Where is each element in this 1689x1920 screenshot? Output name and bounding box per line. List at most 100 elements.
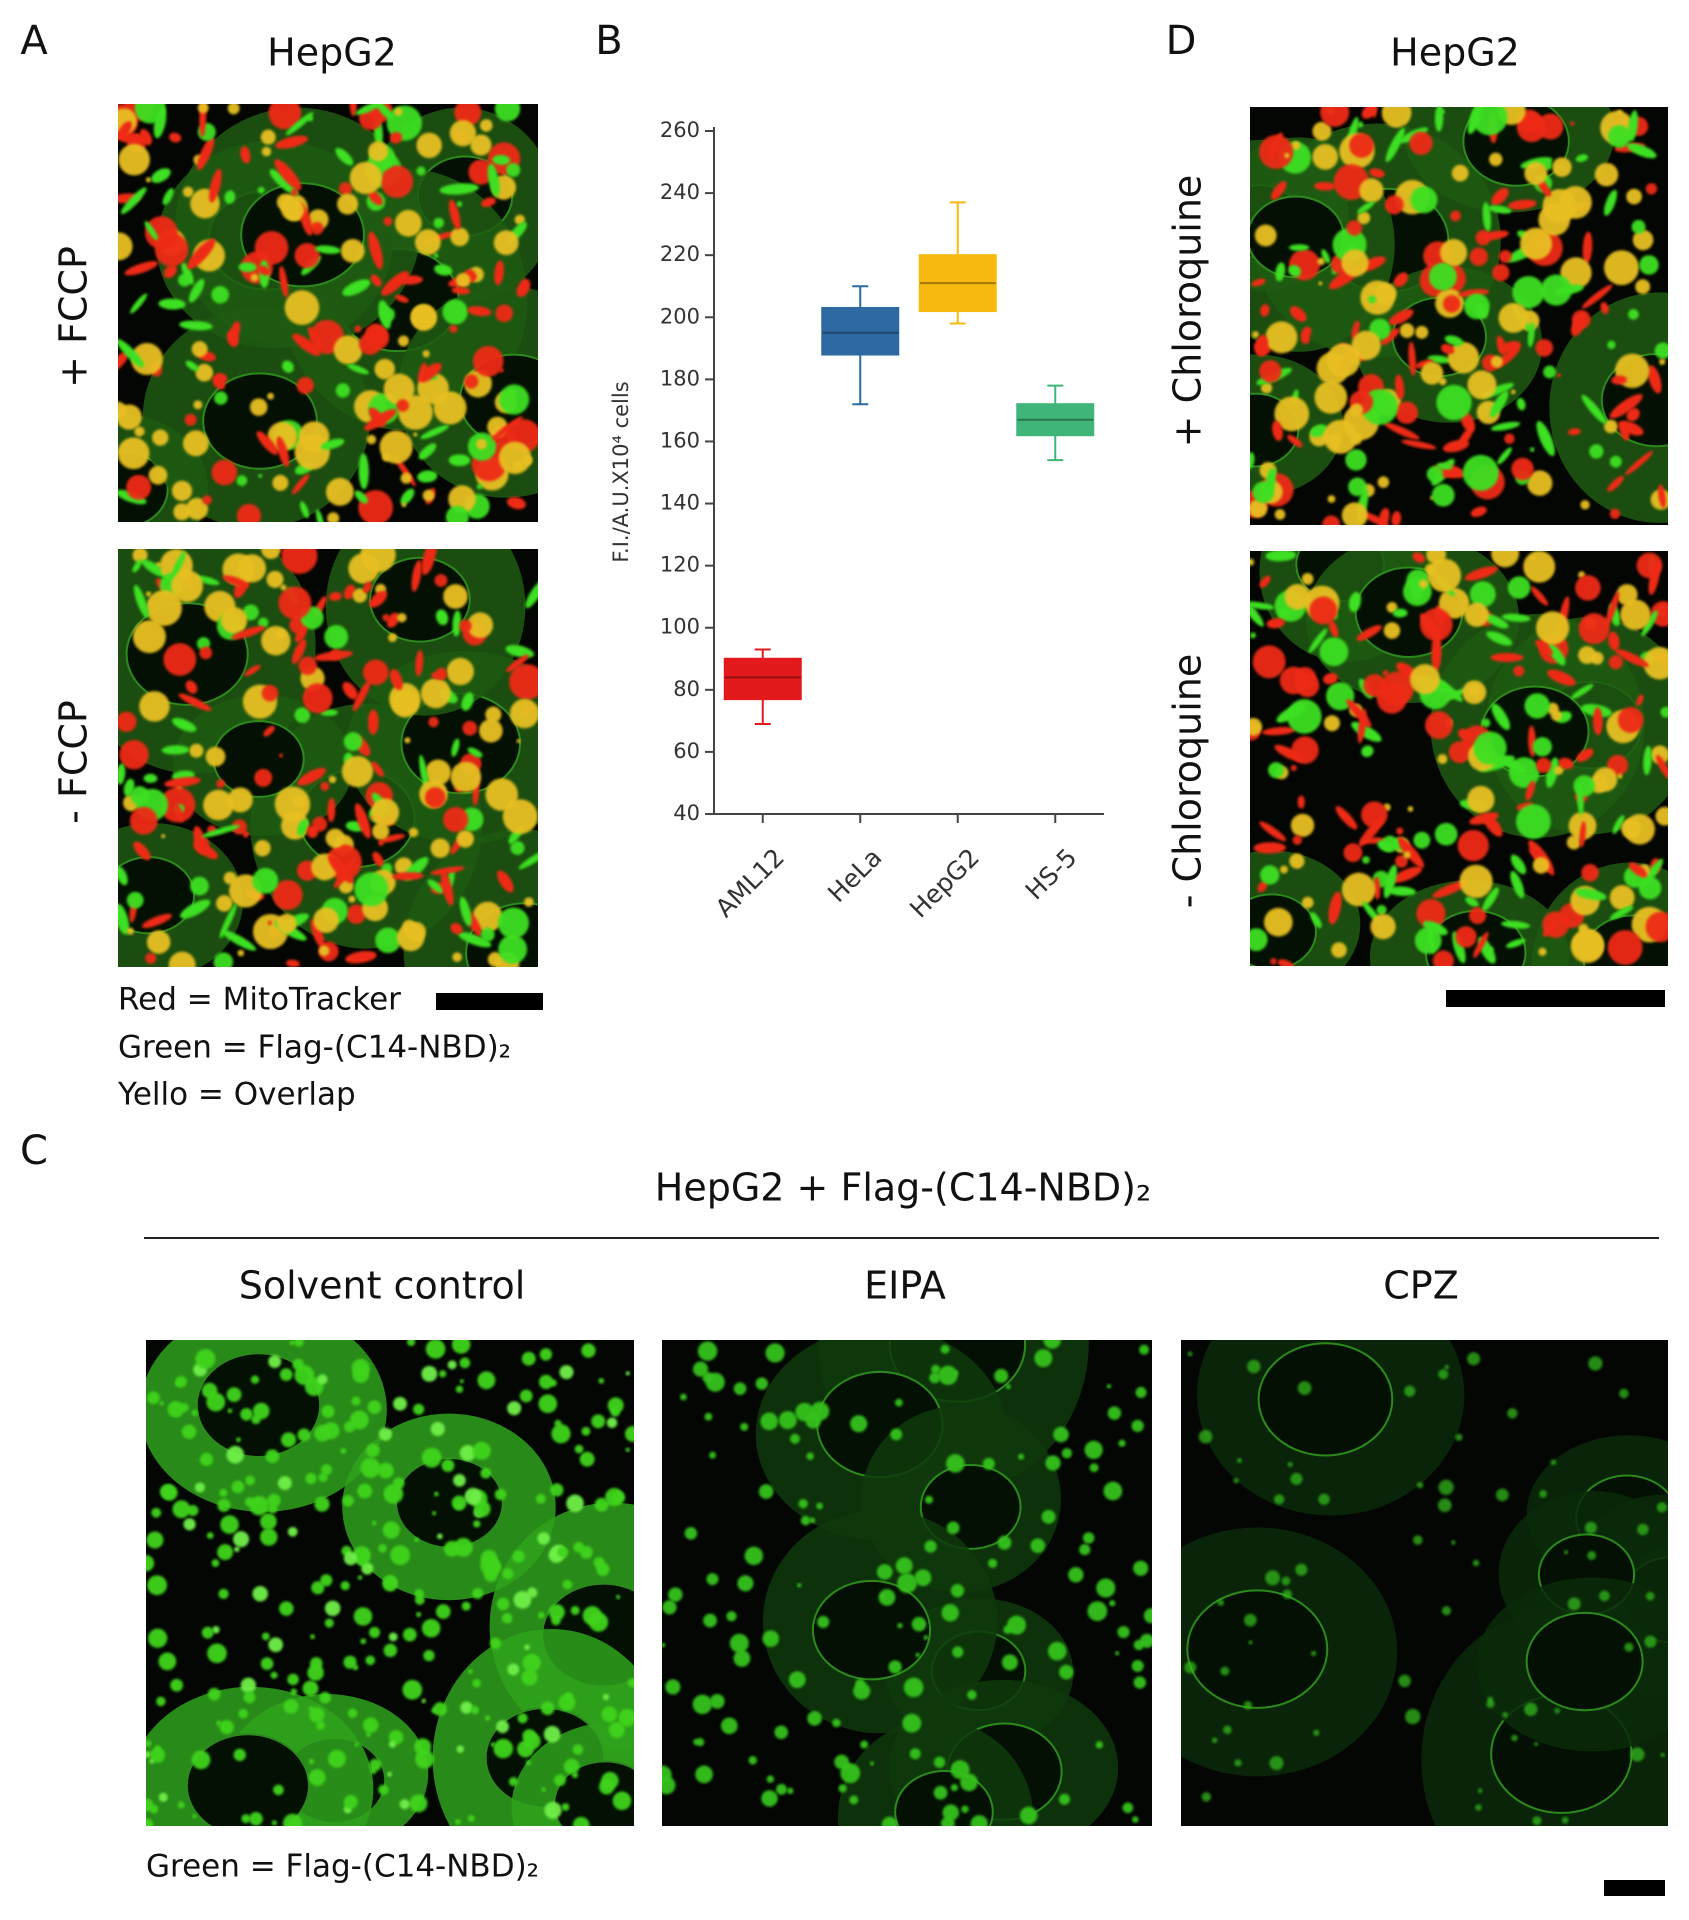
vesicle [207,1687,221,1701]
organelle [1380,328,1400,345]
y-tick-label: 200 [660,304,700,328]
vesicle [923,1635,929,1640]
vesicle [1265,321,1298,354]
vesicle [1455,926,1477,948]
organelle [451,286,471,295]
organelle [1300,326,1312,341]
vesicle [1096,1578,1116,1598]
organelle [275,135,309,149]
organelle [370,274,382,287]
vesicle [145,952,157,964]
vesicle [1133,1676,1147,1689]
vesicle [1609,455,1622,468]
vesicle [119,739,149,770]
vesicle [1034,1349,1053,1368]
organelle [516,278,531,298]
vesicle [1217,1599,1225,1606]
vesicle [148,465,168,485]
vesicle [942,1804,959,1821]
vesicle [1469,907,1487,925]
vesicle [1645,1592,1655,1601]
organelle [118,763,126,785]
vesicle [513,1590,532,1609]
vesicle [118,404,142,430]
organelle [1373,876,1381,900]
vesicle [1250,499,1268,518]
vesicle [284,200,305,220]
vesicle [1415,325,1429,339]
vesicle [197,104,209,114]
vesicle [280,584,287,591]
vesicle [1495,1488,1509,1502]
organelle [118,351,129,372]
vesicle [1554,1707,1560,1714]
vesicle [199,646,213,660]
organelle [1607,475,1624,492]
organelle [279,265,289,298]
organelle [368,231,383,270]
vesicle [1252,645,1286,679]
vesicle [1198,1429,1213,1444]
vesicle [343,732,363,751]
vesicle [1301,896,1314,909]
nucleus [1525,1611,1644,1712]
vesicle [1455,1433,1463,1441]
vesicle [1351,330,1381,361]
vesicle [145,177,152,183]
vesicle [1420,361,1444,385]
vesicle [869,1761,874,1766]
organelle [398,275,423,285]
vesicle [762,1630,780,1647]
organelle [1356,625,1382,641]
organelle [1392,608,1408,618]
micrograph [1181,1340,1668,1826]
vesicle [1259,134,1294,169]
organelle [1469,812,1499,825]
organelle [1408,341,1416,376]
organelle [118,903,130,935]
organelle [1419,613,1442,640]
panel-title: HepG2 [1390,31,1520,75]
organelle [1272,420,1283,441]
vesicle [1439,239,1468,267]
organelle [420,424,449,440]
vesicle [252,867,279,894]
vesicle [410,304,436,330]
vesicle [692,1694,713,1715]
organelle [151,168,171,183]
vesicle [1281,1576,1291,1586]
vesicle [1270,957,1277,965]
vesicle [1636,552,1663,579]
vesicle [1413,831,1431,849]
vesicle [450,227,470,247]
vesicle [146,1740,152,1747]
vesicle [394,107,403,116]
vesicle [329,649,342,661]
vesicle [1532,857,1550,874]
vesicle [1632,229,1654,251]
organelle [369,590,388,608]
vesicle [206,1392,226,1412]
vesicle [755,1377,769,1390]
vesicle [383,1483,404,1504]
vesicle [270,1671,278,1679]
vesicle [287,1673,299,1686]
vesicle [467,612,494,639]
vesicle [709,1694,725,1709]
vesicle [850,1415,868,1433]
vesicle [472,1587,484,1599]
vesicle [761,1790,778,1807]
vesicle [268,1637,284,1653]
vesicle [277,1476,292,1491]
organelle [219,903,237,939]
vesicle [205,746,226,767]
organelle [418,362,442,383]
vesicle [279,1368,293,1381]
vesicle [283,1699,299,1714]
vesicle [970,1815,988,1826]
vesicle [211,1559,220,1567]
vesicle [272,474,289,491]
vesicle [607,1397,624,1414]
vesicle [1416,899,1446,929]
vesicle [961,1805,969,1813]
